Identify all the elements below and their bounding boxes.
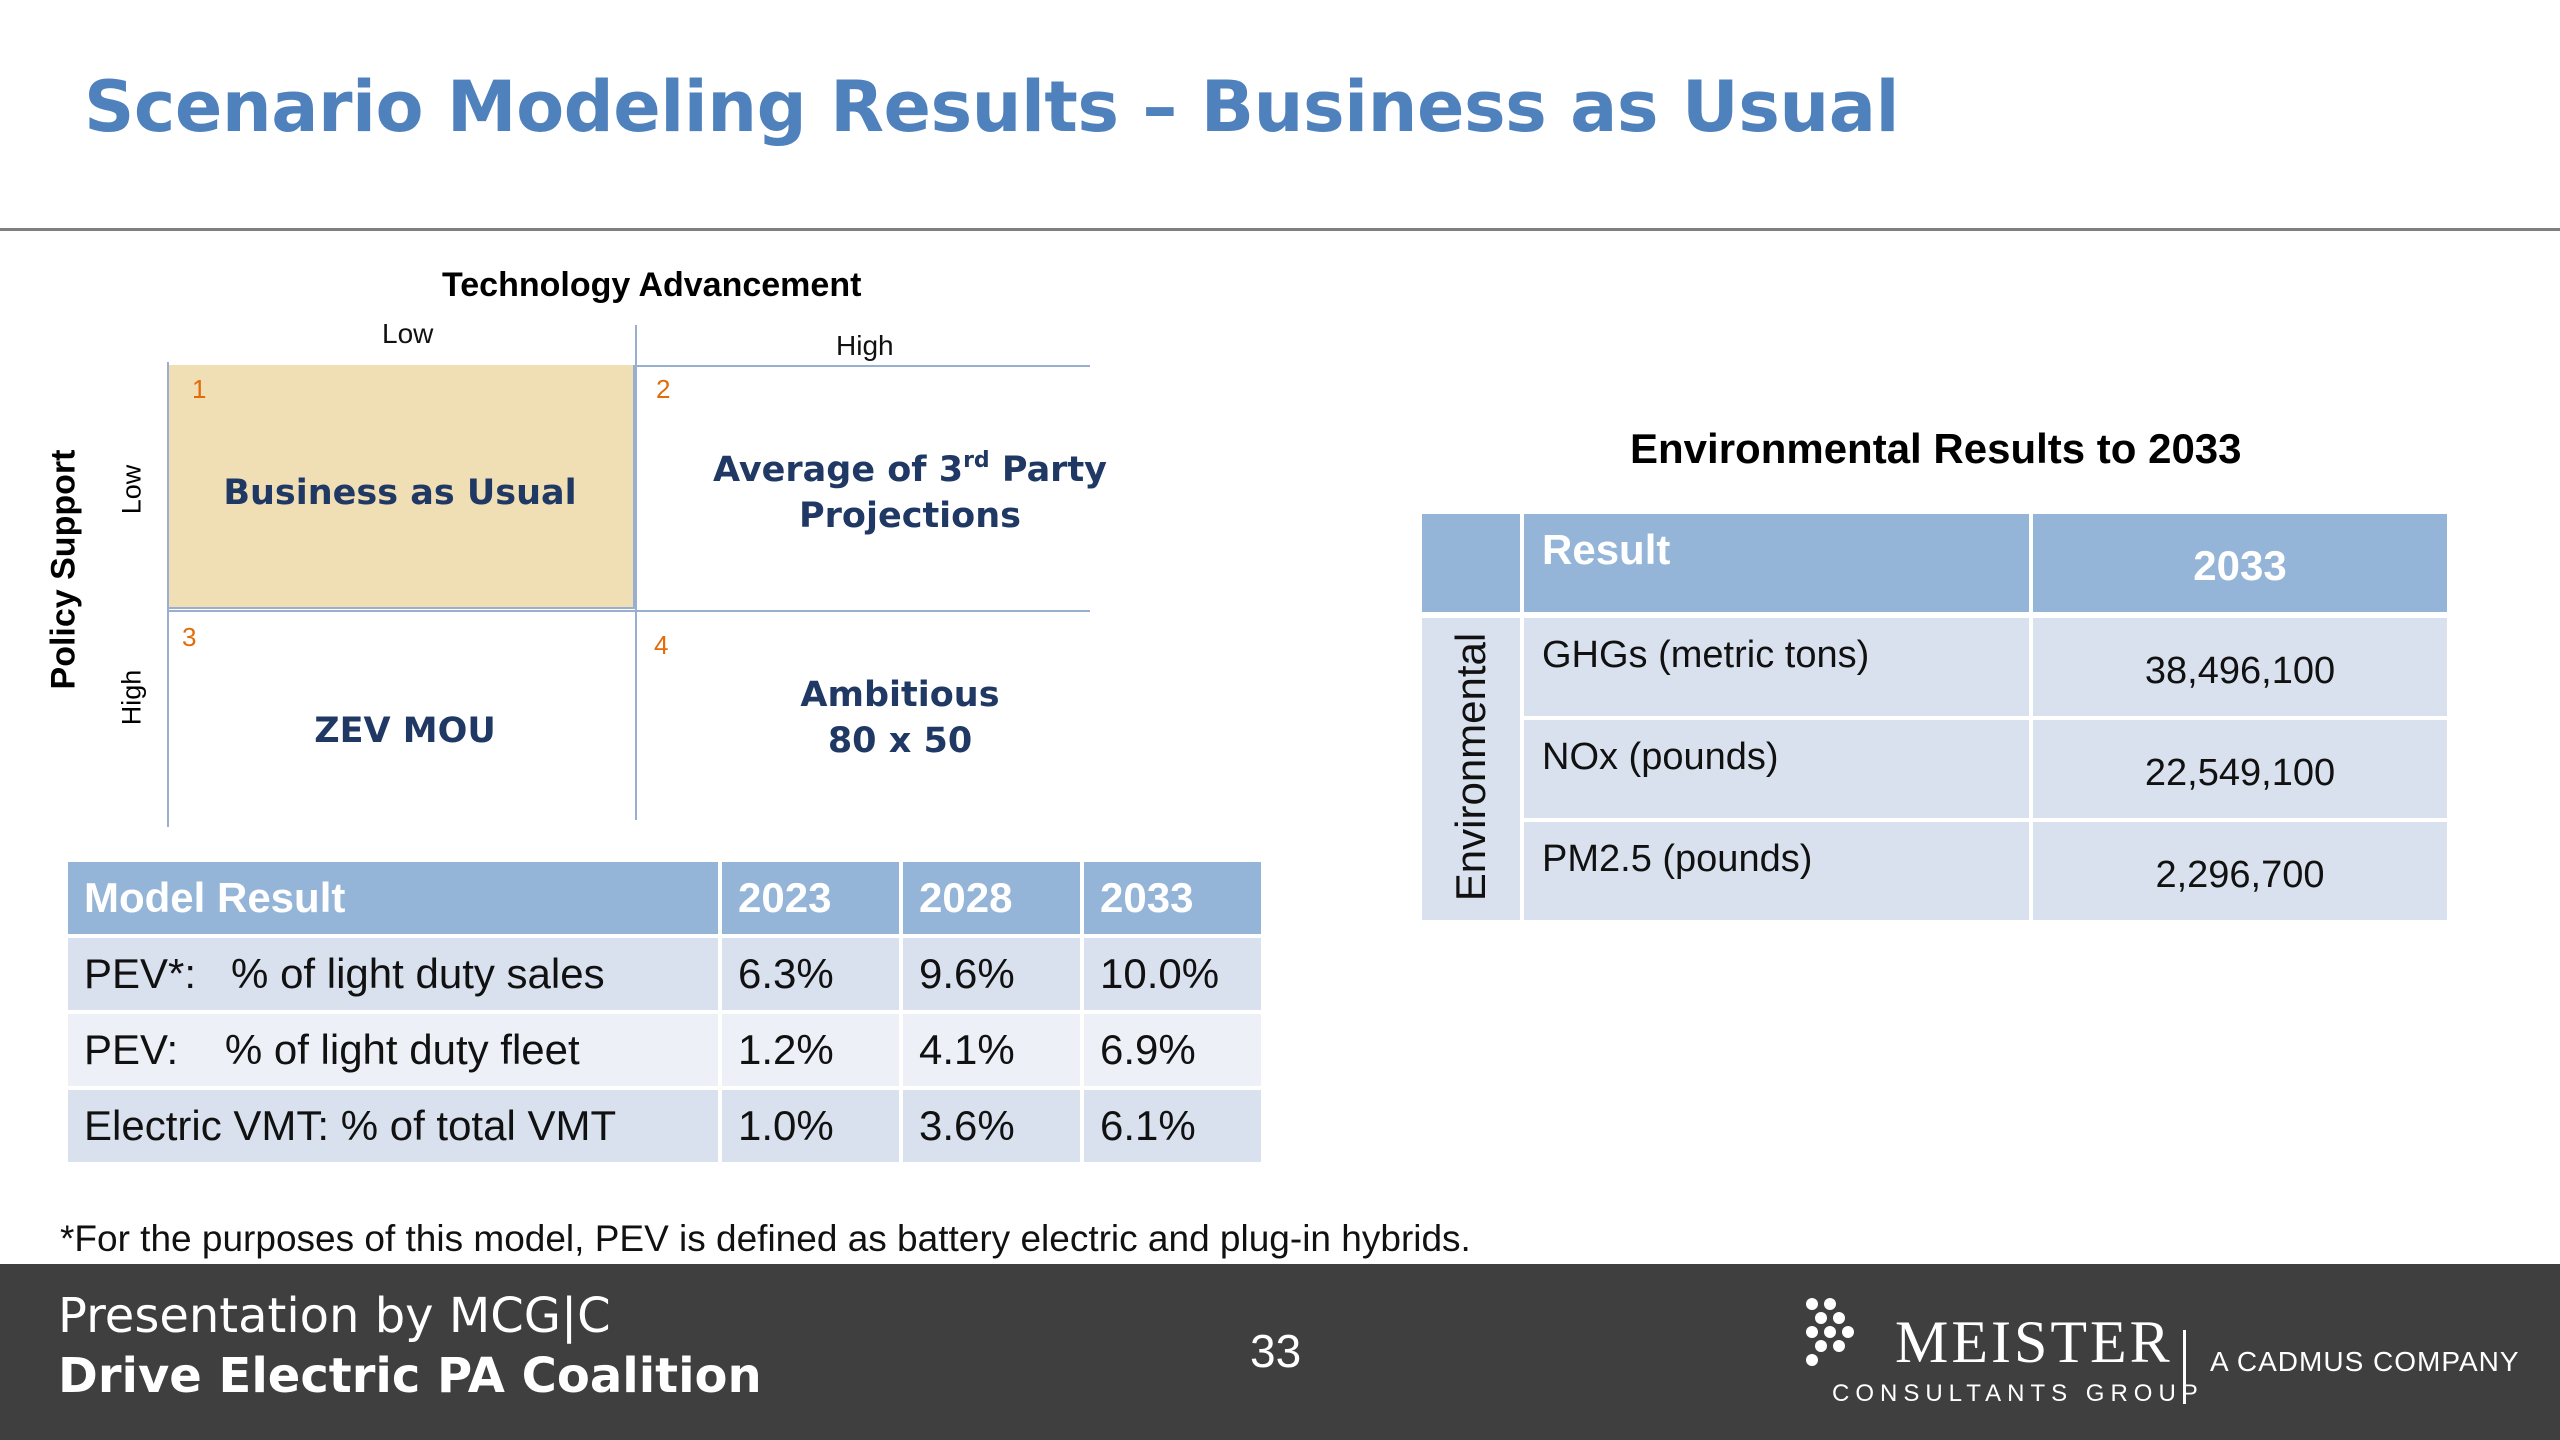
model-result-table: Model Result 2023 2028 2033 PEV*: % of l… xyxy=(64,858,1265,1166)
table-cell: 10.0% xyxy=(1084,938,1261,1010)
matrix-middle-line xyxy=(168,610,1090,612)
logo-subtitle: CONSULTANTS GROUP xyxy=(1832,1380,2204,1407)
table-cell: Electric VMT: % of total VMT xyxy=(68,1090,718,1162)
cell-number-3: 3 xyxy=(182,622,197,652)
title-divider xyxy=(0,228,2560,231)
table-cell: 9.6% xyxy=(903,938,1080,1010)
footnote: *For the purposes of this model, PEV is … xyxy=(60,1218,1471,1259)
tech-low-label: Low xyxy=(382,318,434,349)
highlighted-scenario-cell xyxy=(168,365,635,609)
env-row-label: GHGs (metric tons) xyxy=(1524,618,2029,716)
cadmus-tagline: A CADMUS COMPANY xyxy=(2210,1346,2520,1377)
cell-number-2: 2 xyxy=(656,374,671,404)
matrix-title: Technology Advancement xyxy=(442,266,862,304)
table-row: PEV*: % of light duty sales 6.3% 9.6% 10… xyxy=(68,938,1261,1010)
env-header-corner xyxy=(1422,514,1520,612)
env-header-result: Result xyxy=(1524,514,2029,612)
matrix-top-right-line xyxy=(635,365,1090,367)
logo-wordmark: MEISTER xyxy=(1895,1309,2173,1375)
env-row-label: PM2.5 (pounds) xyxy=(1524,822,2029,920)
env-header-year: 2033 xyxy=(2033,514,2447,612)
table-header: Model Result xyxy=(68,862,718,934)
table-header: 2033 xyxy=(1084,862,1261,934)
meister-logo-icon xyxy=(1806,1298,1854,1366)
scenario-zev-mou: ZEV MOU xyxy=(314,711,496,751)
matrix-left-line xyxy=(167,362,169,827)
env-side-label: Environmental xyxy=(1422,618,1520,920)
matrix-center-line xyxy=(635,325,637,820)
env-row-value: 22,549,100 xyxy=(2033,720,2447,818)
slide-title: Scenario Modeling Results – Business as … xyxy=(84,66,1900,148)
table-cell: PEV*: % of light duty sales xyxy=(68,938,718,1010)
scenario-ambitious: Ambitious 80 x 50 xyxy=(800,675,1000,761)
env-row-value: 2,296,700 xyxy=(2033,822,2447,920)
table-cell: 6.3% xyxy=(722,938,899,1010)
env-table-title: Environmental Results to 2033 xyxy=(1630,425,2242,472)
table-cell: 6.1% xyxy=(1084,1090,1261,1162)
logo-divider xyxy=(2183,1330,2186,1404)
table-header: 2028 xyxy=(903,862,1080,934)
scenario-business-as-usual: Business as Usual xyxy=(223,473,577,513)
footer-presenter: Presentation by MCG|C xyxy=(58,1288,611,1344)
cell-number-1: 1 xyxy=(192,374,207,404)
table-header-row: Model Result 2023 2028 2033 xyxy=(68,862,1261,934)
table-row: PEV: % of light duty fleet 1.2% 4.1% 6.9… xyxy=(68,1014,1261,1086)
env-row-label: NOx (pounds) xyxy=(1524,720,2029,818)
table-cell: 4.1% xyxy=(903,1014,1080,1086)
footer-bar: Presentation by MCG|C Drive Electric PA … xyxy=(0,1264,2560,1440)
cell-number-4: 4 xyxy=(654,630,669,660)
table-header: 2023 xyxy=(722,862,899,934)
table-cell: 1.0% xyxy=(722,1090,899,1162)
scenario-third-party: Average of 3rd Party Projections xyxy=(713,448,1107,537)
table-cell: 1.2% xyxy=(722,1014,899,1086)
table-cell: PEV: % of light duty fleet xyxy=(68,1014,718,1086)
table-row: Electric VMT: % of total VMT 1.0% 3.6% 6… xyxy=(68,1090,1261,1162)
env-row-value: 38,496,100 xyxy=(2033,618,2447,716)
page-number: 33 xyxy=(1250,1325,1302,1377)
footer-coalition: Drive Electric PA Coalition xyxy=(58,1348,762,1404)
tech-high-label: High xyxy=(836,330,894,361)
table-cell: 3.6% xyxy=(903,1090,1080,1162)
table-cell: 6.9% xyxy=(1084,1014,1261,1086)
